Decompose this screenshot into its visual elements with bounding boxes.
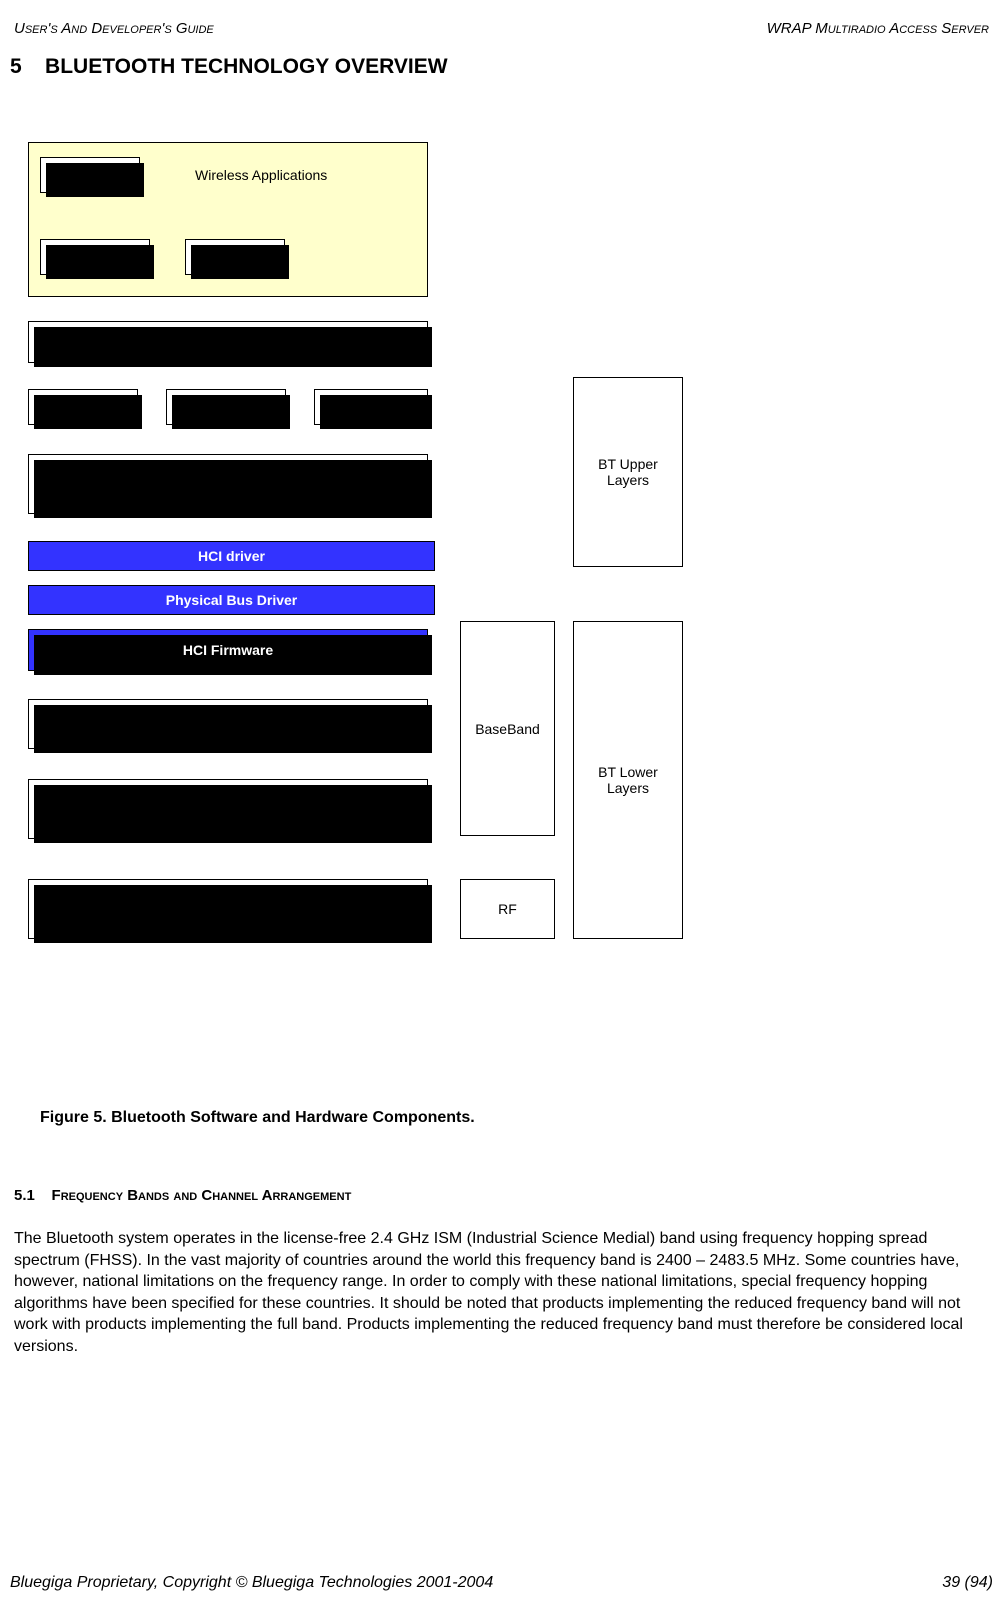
tcpip-box: TCP/IP <box>40 157 140 193</box>
bt-upper-line2: Layers <box>607 472 649 488</box>
section-title: 5 BLUETOOTH TECHNOLOGY OVERVIEW <box>10 55 993 79</box>
section-number: 5 <box>10 55 22 78</box>
subsection-heading: 5.1 Frequency Bands and Channel Arrangem… <box>14 1187 993 1204</box>
bt-lower-line2: Layers <box>607 780 649 796</box>
l2cap-line1: Logical Link Control and Adaption Protoc… <box>96 468 360 484</box>
profiles-box: Profiles <box>185 239 285 275</box>
section-title-text: BLUETOOTH TECHNOLOGY OVERVIEW <box>45 55 448 78</box>
figure-caption: Figure 5. Bluetooth Software and Hardwar… <box>40 1109 993 1127</box>
footer-left: Bluegiga Proprietary, Copyright © Bluegi… <box>10 1574 493 1592</box>
header-left: User's And Developer's Guide <box>14 20 214 37</box>
rf-small-box: RF <box>460 879 555 939</box>
baseband-box: BaseBand <box>460 621 555 836</box>
bgt-api-box: BGT Bluetooth API <box>28 321 428 363</box>
rfcomm-box: RFCOMM <box>166 389 286 425</box>
l2cap-box: Logical Link Control and Adaption Protoc… <box>28 454 428 514</box>
page-footer: Bluegiga Proprietary, Copyright © Bluegi… <box>10 1574 993 1592</box>
subsection-number: 5.1 <box>14 1187 35 1204</box>
bnep-box: BNEP <box>314 389 428 425</box>
bluetooth-stack-diagram: Wireless Applications TCP/IP PPP / PAN P… <box>20 139 720 1079</box>
hci-firmware-box: HCI Firmware <box>28 629 428 671</box>
footer-right: 39 (94) <box>942 1574 993 1592</box>
body-paragraph: The Bluetooth system operates in the lic… <box>14 1228 989 1358</box>
bt-upper-layers-box: BT Upper Layers <box>573 377 683 567</box>
l2cap-line2: (L2CAP) <box>201 484 255 500</box>
ppp-pan-box: PPP / PAN <box>40 239 150 275</box>
lmp-box: Link Manager Protocoll (LMP) <box>28 699 428 749</box>
bt-lower-line1: BT Lower <box>598 764 658 780</box>
bt-upper-line1: BT Upper <box>598 456 658 472</box>
sdp-box: SDP <box>28 389 138 425</box>
subsection-title: Frequency Bands and Channel Arrangement <box>52 1187 352 1204</box>
hci-driver-box: HCI driver <box>28 541 435 571</box>
header-right: WRAP Multiradio Access Server <box>767 20 989 37</box>
physical-bus-driver-box: Physical Bus Driver <box>28 585 435 615</box>
bt-lower-layers-box: BT Lower Layers <box>573 621 683 939</box>
page-header: User's And Developer's Guide WRAP Multir… <box>14 20 989 37</box>
rf-box: RF <box>28 879 428 939</box>
lc-box: Link Controller (LC) <box>28 779 428 839</box>
wireless-applications-label: Wireless Applications <box>195 167 327 183</box>
page: User's And Developer's Guide WRAP Multir… <box>0 0 1003 1620</box>
